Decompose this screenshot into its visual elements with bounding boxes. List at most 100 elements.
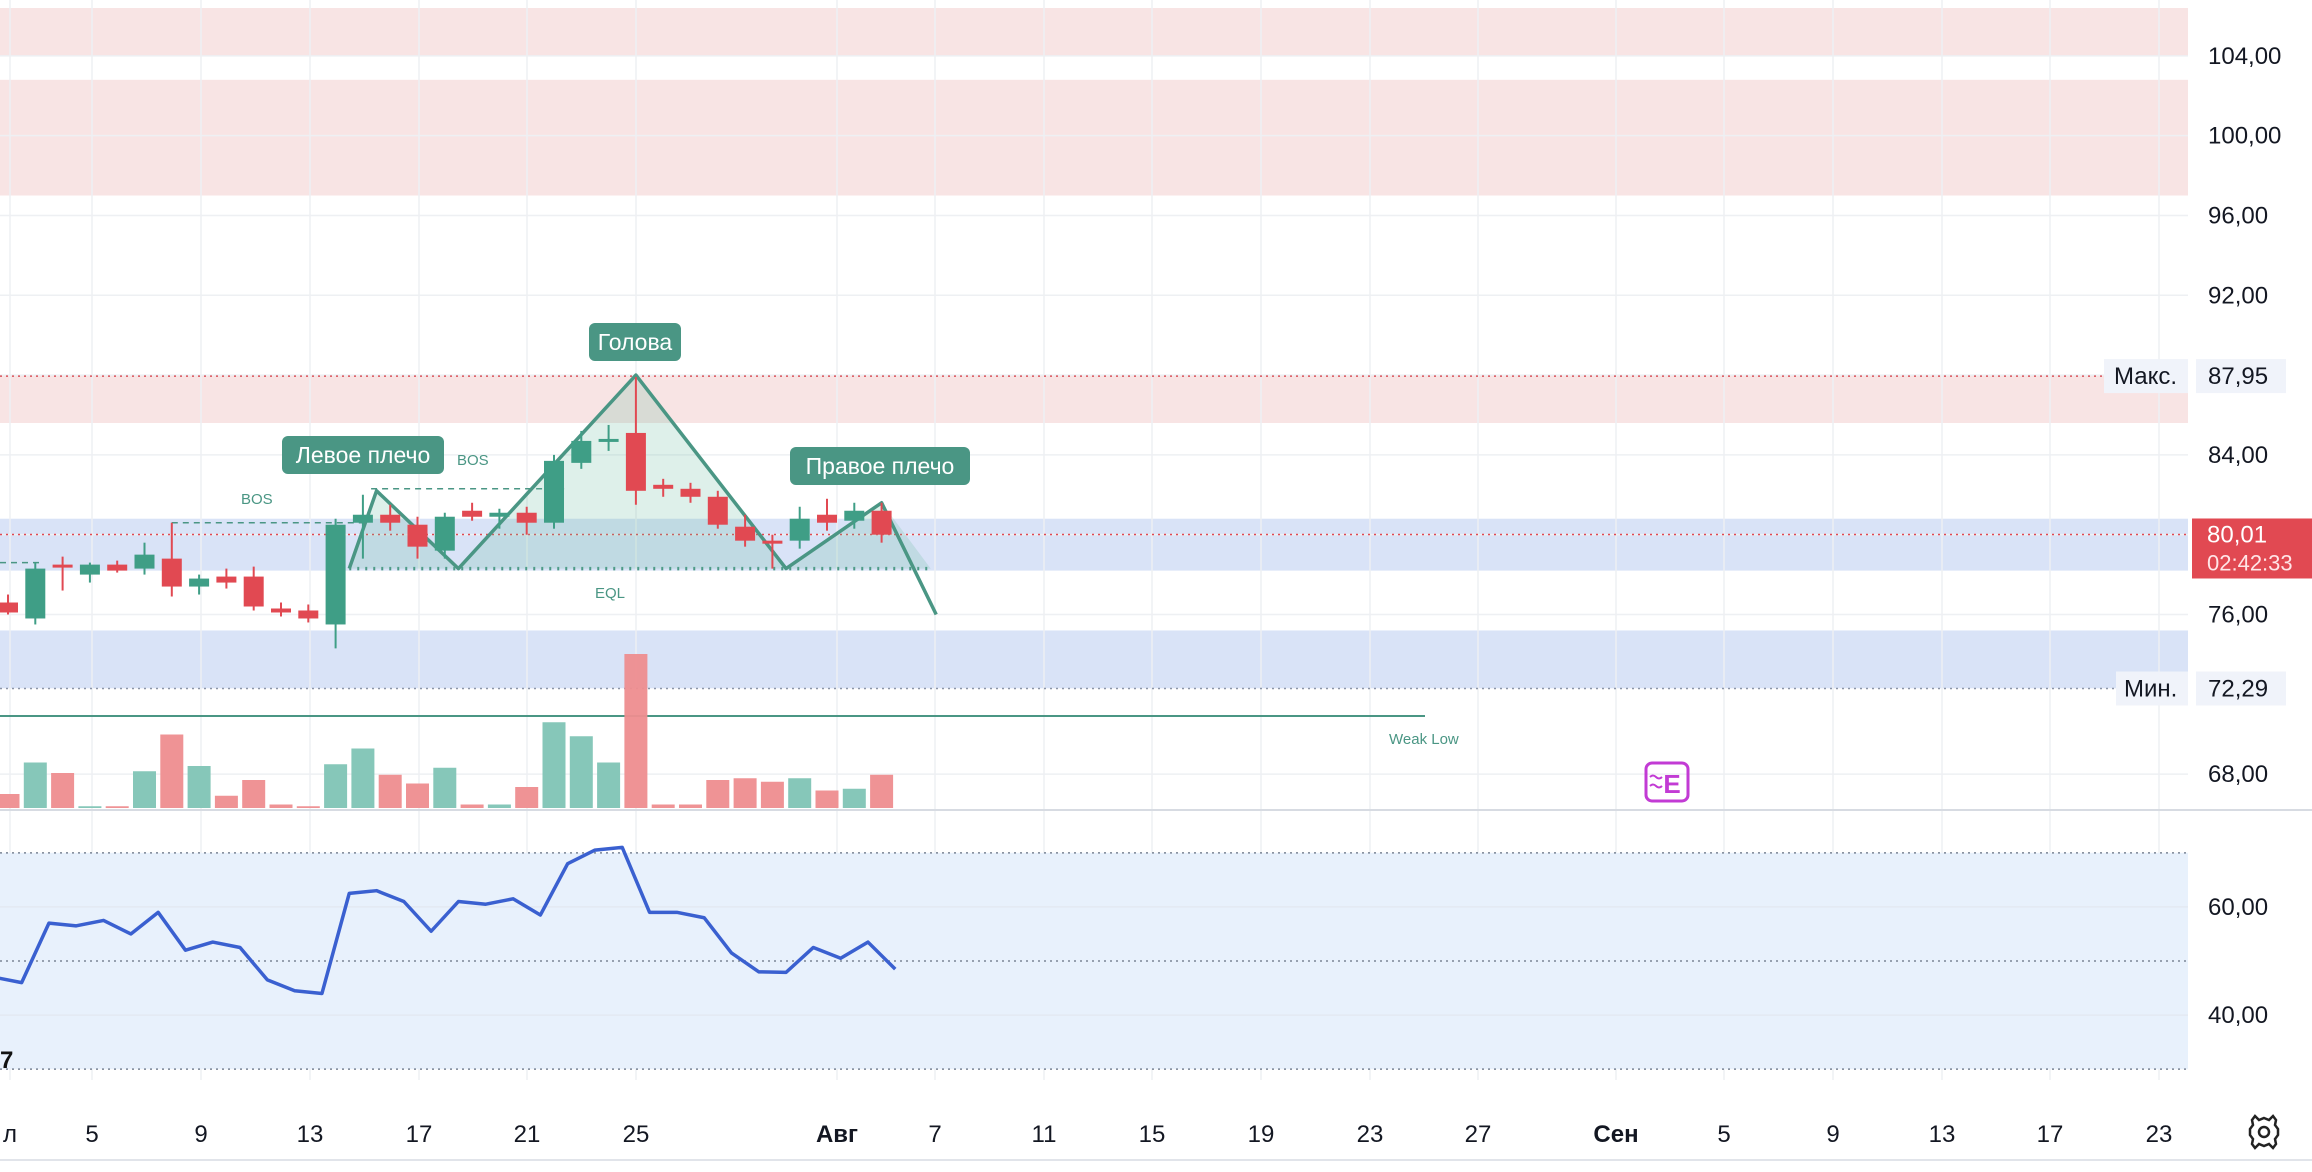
candle [161, 522, 182, 597]
volume-bar [542, 722, 566, 808]
x-tick-label: 11 [1032, 1121, 1057, 1148]
candle [653, 478, 674, 497]
bos-label: BOS [241, 491, 273, 508]
volume-bar [133, 771, 156, 808]
candle [243, 566, 264, 611]
candle-body [707, 496, 728, 525]
right-shoulder-label-text: Правое плечо [806, 453, 955, 479]
candle-body [680, 488, 701, 497]
candle [707, 490, 728, 529]
volume-bar [460, 804, 484, 808]
candle [25, 562, 46, 625]
candle [544, 454, 564, 529]
max-price-value: 87,95 [2208, 363, 2268, 390]
svg-text:E: E [1663, 769, 1680, 799]
x-tick-label: 13 [297, 1121, 324, 1148]
volume-bar [296, 806, 320, 808]
volume-bar [597, 762, 621, 808]
candle-body [762, 540, 783, 544]
x-tick-label: 17 [406, 1121, 433, 1148]
candle-body [789, 518, 810, 541]
x-tick-label: 15 [1139, 1121, 1166, 1148]
volume-bar [842, 788, 866, 808]
x-tick-label: 5 [85, 1121, 98, 1148]
candle-body [571, 440, 592, 463]
right-shoulder-label: Правое плечо [790, 447, 970, 485]
min-price-tag [2116, 671, 2188, 706]
rsi-edge-label: 7 [0, 1047, 13, 1074]
candle-body [298, 610, 319, 619]
max-price-value-box [2196, 359, 2286, 394]
x-tick-label: 13 [1929, 1121, 1956, 1148]
volume-bar [487, 804, 511, 808]
x-tick-label: 23 [2146, 1121, 2173, 1148]
candle [407, 516, 428, 559]
candle [789, 506, 810, 549]
volume-bar [242, 780, 266, 808]
x-tick-label: 25 [623, 1121, 650, 1148]
y-tick-label: 104,00 [2208, 43, 2281, 70]
zone-supply [0, 375, 2188, 423]
y-tick-label: 96,00 [2208, 202, 2268, 229]
x-tick-label: 19 [1248, 1121, 1275, 1148]
volume-bar [815, 790, 839, 808]
y-tick-label: 76,00 [2208, 601, 2268, 628]
candle-body [189, 578, 210, 587]
settings-gear-icon[interactable] [2248, 1114, 2280, 1150]
candle [0, 594, 18, 615]
y-tick-label: 92,00 [2208, 282, 2268, 309]
x-tick-label: 21 [514, 1121, 541, 1148]
x-tick-label: Сен [1593, 1121, 1638, 1148]
bar-countdown: 02:42:33 [2207, 550, 2293, 575]
earnings-icon[interactable]: E [1644, 761, 1690, 803]
rsi-y-tick-label: 40,00 [2208, 1002, 2268, 1029]
volume-bar [870, 774, 894, 808]
rsi-line [0, 845, 897, 996]
head-fill [458, 375, 787, 569]
candle-body [544, 460, 564, 523]
volume-bar [569, 736, 593, 808]
volume-bar [51, 773, 75, 808]
candle [871, 502, 892, 543]
volume-bar [515, 787, 539, 808]
candle [189, 574, 210, 595]
rsi-y-tick-label: 60,00 [2208, 894, 2268, 921]
zone-supply [0, 7, 2188, 56]
zone-demand [0, 630, 2188, 689]
candle-body [79, 564, 100, 575]
candle [325, 518, 346, 649]
candle-body [52, 564, 73, 568]
x-tick-label: 7 [928, 1121, 941, 1148]
candle [216, 568, 237, 589]
candle [79, 562, 100, 583]
candle [380, 504, 401, 531]
candle-body [489, 512, 510, 517]
candle [571, 430, 592, 469]
candle [625, 377, 646, 505]
candle-body [134, 554, 155, 569]
candle [489, 508, 510, 529]
left-shoulder-fill [349, 490, 459, 569]
max-price-caption: Макс. [2114, 363, 2177, 390]
volume-bar [23, 762, 47, 808]
eql-label: EQL [595, 585, 625, 602]
x-tick-label: 27 [1465, 1121, 1492, 1148]
volume-bar [679, 804, 702, 808]
candle [680, 482, 701, 503]
candle-body [216, 576, 237, 583]
x-tick-label: 9 [194, 1121, 207, 1148]
left-shoulder-label-bg [282, 436, 444, 474]
head-label: Голова [589, 323, 681, 361]
candle [516, 506, 537, 535]
candle-body [462, 510, 483, 517]
candle-body [735, 526, 756, 541]
candle-body [434, 516, 455, 551]
volume-bar [378, 774, 402, 808]
zone-supply [0, 79, 2188, 196]
candle-body [352, 514, 373, 523]
volume-bar [269, 804, 293, 808]
candle-body [844, 510, 865, 521]
volume-bar [706, 780, 730, 808]
volume-bar [788, 778, 812, 808]
candle-body [625, 432, 646, 491]
